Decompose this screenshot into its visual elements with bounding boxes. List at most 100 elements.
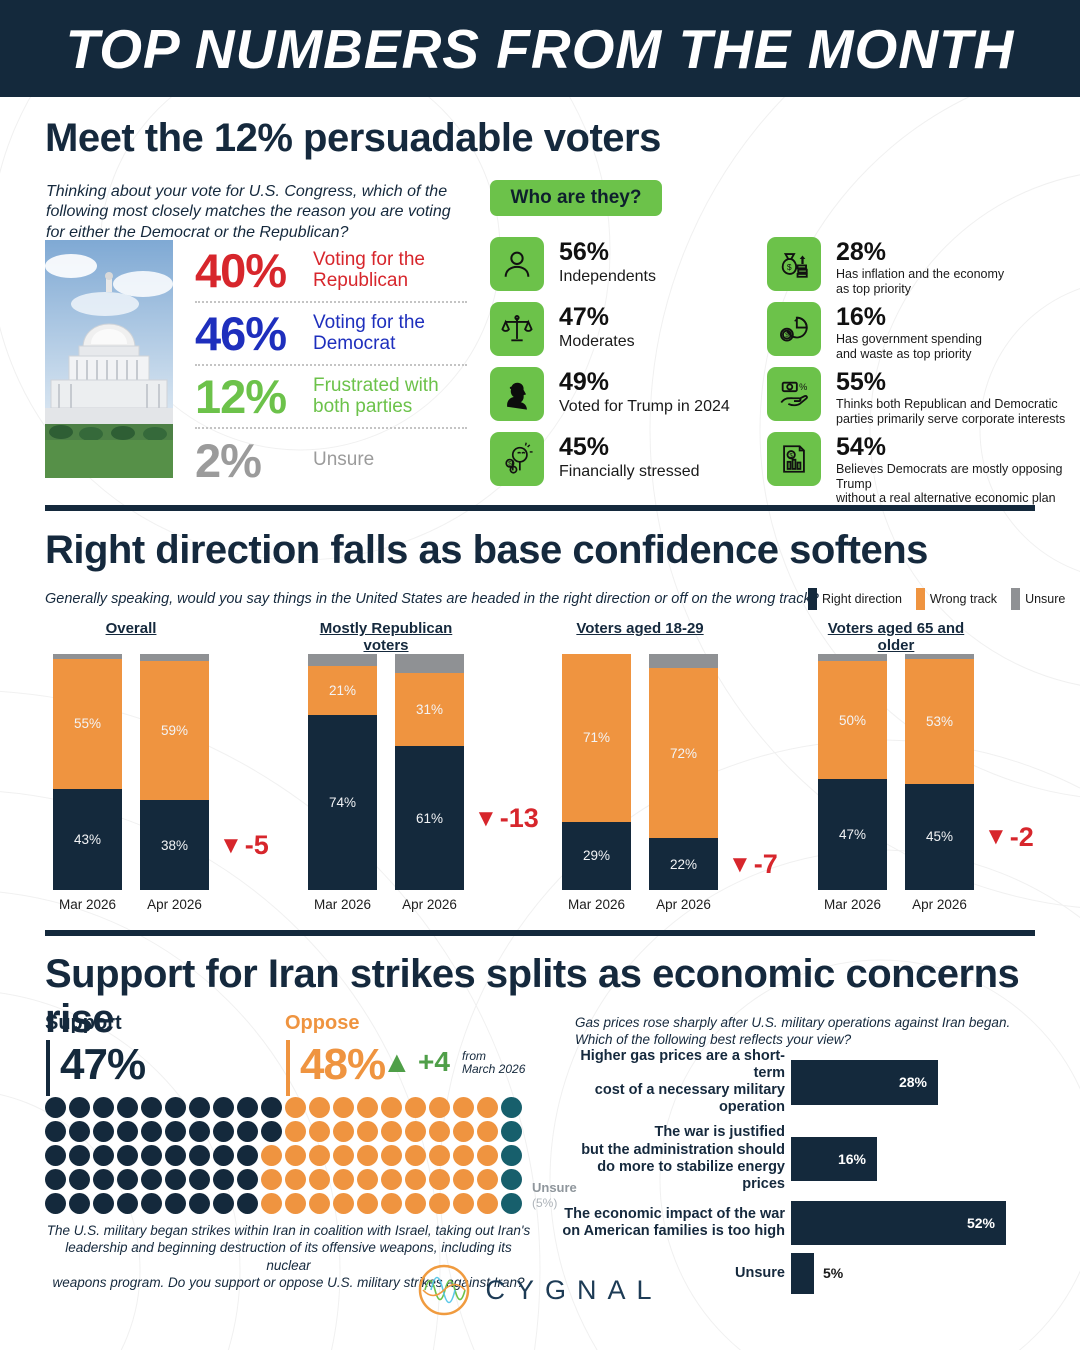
waffle-dot-oppose bbox=[453, 1193, 474, 1214]
waffle-dot-support bbox=[117, 1193, 138, 1214]
waffle-dot-support bbox=[189, 1145, 210, 1166]
waffle-dot-support bbox=[213, 1121, 234, 1142]
change-indicator: ▼ -2 bbox=[984, 822, 1034, 853]
gas-prices-bar-chart: Higher gas prices are a short-term cost … bbox=[557, 1048, 1057, 1302]
legend-label: Wrong track bbox=[929, 592, 998, 606]
hbar-row-0: Higher gas prices are a short-term cost … bbox=[557, 1048, 1057, 1116]
bar-segment-wrong_track: 71% bbox=[562, 654, 631, 822]
waffle-dot-support bbox=[213, 1193, 234, 1214]
x-axis-label: Apr 2026 bbox=[402, 897, 457, 912]
stacked-bar: 59% 38% bbox=[140, 654, 209, 890]
waffle-dot-oppose bbox=[261, 1193, 282, 1214]
waffle-dot-oppose bbox=[405, 1121, 426, 1142]
waffle-dot-support bbox=[237, 1121, 258, 1142]
x-axis-labels: Mar 2026 Apr 2026 bbox=[53, 897, 209, 912]
who-stat-financially-stressed: $ 45% Financially stressed bbox=[490, 432, 790, 486]
hbar-row-2: The economic impact of the war on Americ… bbox=[557, 1200, 1057, 1245]
section3-title: Support for Iran strikes splits as econo… bbox=[45, 952, 1020, 1041]
waffle-dot-oppose bbox=[429, 1193, 450, 1214]
chart-group-3: Voters aged 65 and older 50% 47% 53% 45% ▼ -2 M… bbox=[818, 620, 1034, 912]
waffle-dot-oppose bbox=[381, 1145, 402, 1166]
waffle-dot-oppose bbox=[453, 1097, 474, 1118]
change-value: -7 bbox=[753, 849, 778, 880]
who-stat-value: 49% bbox=[559, 368, 610, 396]
scales-icon bbox=[490, 302, 544, 356]
waffle-dot-support bbox=[165, 1193, 186, 1214]
svg-text:$: $ bbox=[785, 332, 789, 339]
waffle-dot-support bbox=[69, 1145, 90, 1166]
waffle-dot-oppose bbox=[357, 1145, 378, 1166]
waffle-dot-support bbox=[189, 1193, 210, 1214]
chart-group-2: Voters aged 18-29 71% 29% 72% 22% ▼ -7 Mar 2026… bbox=[562, 620, 778, 912]
bar-segment-wrong_track: 59% bbox=[140, 661, 209, 801]
waffle-dot-unsure bbox=[501, 1169, 522, 1190]
who-stat-moderates: 47% Moderates bbox=[490, 302, 790, 356]
waffle-dot-support bbox=[213, 1169, 234, 1190]
waffle-dot-oppose bbox=[357, 1169, 378, 1190]
stat-voting-democrat: 46% Voting for the Democrat bbox=[195, 303, 467, 366]
footer: CYGNAL bbox=[0, 1263, 1080, 1317]
stat-label: Voting for the Republican bbox=[313, 248, 425, 291]
bar-segment-right_direction: 47% bbox=[818, 779, 887, 890]
waffle-dot-support bbox=[117, 1097, 138, 1118]
down-triangle-icon: ▼ bbox=[219, 831, 243, 859]
waffle-dot-oppose bbox=[381, 1121, 402, 1142]
waffle-dot-oppose bbox=[477, 1145, 498, 1166]
waffle-dot-support bbox=[165, 1145, 186, 1166]
page-title: TOP NUMBERS FROM THE MONTH bbox=[65, 17, 1015, 80]
waffle-dot-support bbox=[45, 1145, 66, 1166]
waffle-dot-support bbox=[213, 1097, 234, 1118]
bar-segment-unsure bbox=[649, 654, 718, 669]
x-axis-label: Mar 2026 bbox=[567, 897, 626, 912]
change-value: -13 bbox=[499, 803, 539, 834]
waffle-dot-oppose bbox=[285, 1121, 306, 1142]
waffle-dot-oppose bbox=[453, 1145, 474, 1166]
vote-reason-stats: 40% Voting for the Republican 46% Voting… bbox=[195, 240, 467, 492]
money-bag-icon: $ bbox=[767, 237, 821, 291]
bar-segment-right_direction: 43% bbox=[53, 788, 122, 890]
bar-segment-wrong_track: 50% bbox=[818, 661, 887, 780]
bar-segment-wrong_track: 53% bbox=[905, 658, 974, 784]
capitol-photo bbox=[45, 240, 173, 478]
waffle-dot-oppose bbox=[333, 1121, 354, 1142]
who-stats-right-column: $ 28% Has inflation and the economy as t… bbox=[767, 237, 1067, 505]
header-banner: TOP NUMBERS FROM THE MONTH bbox=[0, 0, 1080, 97]
who-stat-no-alternative-plan: $ 54% Believes Democrats are mostly oppo… bbox=[767, 432, 1067, 505]
stat-value: 2% bbox=[195, 434, 262, 487]
waffle-dot-oppose bbox=[381, 1193, 402, 1214]
waffle-dot-oppose bbox=[333, 1145, 354, 1166]
change-value: -2 bbox=[1009, 821, 1034, 852]
waffle-dot-support bbox=[45, 1097, 66, 1118]
waffle-dot-support bbox=[141, 1097, 162, 1118]
legend-swatch-right-direction bbox=[808, 588, 817, 610]
waffle-dot-oppose bbox=[309, 1193, 330, 1214]
who-stat-label: Thinks both Republican and Democratic pa… bbox=[836, 397, 1066, 426]
waffle-dot-oppose bbox=[429, 1145, 450, 1166]
waffle-dot-support bbox=[237, 1169, 258, 1190]
who-stat-label: Financially stressed bbox=[559, 463, 700, 481]
waffle-dot-support bbox=[93, 1097, 114, 1118]
chart-group-bars: 55% 43% 59% 38% ▼ -5 bbox=[53, 654, 269, 890]
who-are-they-button[interactable]: Who are they? bbox=[490, 180, 662, 216]
waffle-dot-support bbox=[117, 1169, 138, 1190]
legend-label: Unsure bbox=[1025, 592, 1066, 606]
bar-segment-right_direction: 22% bbox=[649, 838, 718, 890]
x-axis-label: Mar 2026 bbox=[313, 897, 372, 912]
change-value: -5 bbox=[244, 830, 269, 861]
hbar-row-1: The war is justified but the administrat… bbox=[557, 1124, 1057, 1192]
gas-prices-question: Gas prices rose sharply after U.S. milit… bbox=[575, 1015, 1011, 1048]
x-axis-label: Mar 2026 bbox=[58, 897, 117, 912]
waffle-dot-oppose bbox=[333, 1193, 354, 1214]
iran-strikes-question: The U.S. military began strikes within I… bbox=[46, 1223, 531, 1290]
stacked-bar: 31% 61% bbox=[395, 654, 464, 890]
waffle-dot-oppose bbox=[453, 1169, 474, 1190]
change-indicator: ▼ -13 bbox=[474, 803, 539, 834]
waffle-dot-support bbox=[45, 1193, 66, 1214]
hbar-category-label: Higher gas prices are a short-term cost … bbox=[580, 1048, 785, 1116]
chart-group-label: Overall bbox=[105, 620, 157, 637]
chart-group-bars: 21% 74% 31% 61% ▼ -13 bbox=[308, 654, 539, 890]
waffle-unsure-note: Unsure (5%) bbox=[532, 1180, 577, 1210]
waffle-dot-support bbox=[69, 1193, 90, 1214]
trump-silhouette-icon bbox=[490, 367, 544, 421]
waffle-dot-support bbox=[141, 1169, 162, 1190]
